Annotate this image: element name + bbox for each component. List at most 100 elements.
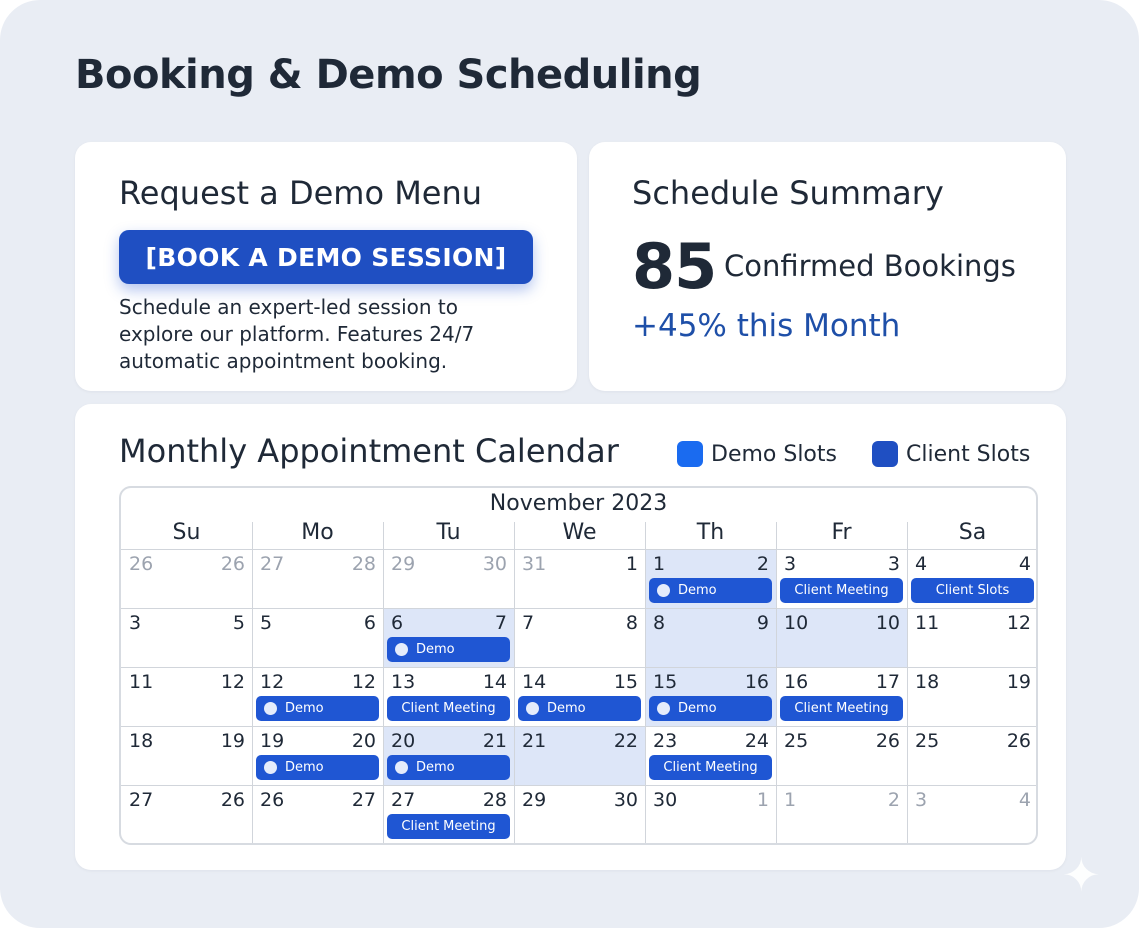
calendar-day-cell[interactable]: 29 30 [514, 785, 645, 843]
calendar-day-cell[interactable]: 29 30 [383, 549, 514, 608]
calendar-day-cell[interactable]: 27 26 [121, 785, 252, 843]
calendar-day-cell[interactable]: 6 7 Demo [383, 608, 514, 667]
event-label: Client Meeting [794, 701, 889, 716]
day-number: 26 [875, 730, 900, 752]
calendar-day-cell[interactable]: 27 28 [252, 549, 383, 608]
event-label: Demo [678, 583, 717, 598]
calendar-day-cell[interactable]: 23 24 Client Meeting [645, 726, 776, 785]
client-event[interactable]: Client Meeting [780, 696, 903, 721]
day-number: 13 [391, 671, 416, 693]
calendar-day-cell[interactable]: 13 14 Client Meeting [383, 667, 514, 726]
demo-description: Schedule an expert-led session to explor… [119, 295, 475, 373]
demo-event[interactable]: Demo [649, 696, 772, 721]
event-label: Client Meeting [401, 819, 496, 834]
calendar-day-cell[interactable]: 11 12 [121, 667, 252, 726]
demo-event[interactable]: Demo [387, 637, 510, 662]
demo-event[interactable]: Demo [518, 696, 641, 721]
book-demo-button[interactable]: [BOOK A DEMO SESSION] [119, 230, 533, 284]
day-number: 4 [915, 553, 928, 575]
calendar-day-cell[interactable]: 25 26 [907, 726, 1036, 785]
calendar-day-cell[interactable]: 31 1 [514, 549, 645, 608]
calendar-day-cell[interactable]: 11 12 [907, 608, 1036, 667]
client-event[interactable]: Client Meeting [780, 578, 903, 603]
day-number: 18 [129, 730, 154, 752]
event-label: Client Meeting [794, 583, 889, 598]
day-number: 5 [232, 612, 245, 634]
row-divider [121, 667, 1036, 668]
day-number: 8 [653, 612, 666, 634]
client-event[interactable]: Client Meeting [387, 696, 510, 721]
calendar-day-cell[interactable]: 1 2 Demo [645, 549, 776, 608]
calendar-day-cell[interactable]: 10 10 [776, 608, 907, 667]
calendar-day-cell[interactable]: 12 12 Demo [252, 667, 383, 726]
page-title: Booking & Demo Scheduling [75, 52, 702, 98]
event-label: Client Meeting [401, 701, 496, 716]
calendar-day-cell[interactable]: 19 20 Demo [252, 726, 383, 785]
dot-icon [264, 702, 277, 715]
demo-event[interactable]: Demo [256, 696, 379, 721]
calendar-day-cell[interactable]: 21 22 [514, 726, 645, 785]
dot-icon [395, 643, 408, 656]
day-number: 16 [744, 671, 769, 693]
day-number: 14 [522, 671, 547, 693]
calendar-day-cell[interactable]: 4 4 Client Slots [907, 549, 1036, 608]
demo-event[interactable]: Demo [256, 755, 379, 780]
day-number: 27 [351, 789, 376, 811]
calendar-day-cell[interactable]: 14 15 Demo [514, 667, 645, 726]
day-number: 3 [784, 553, 797, 575]
calendar-title: Monthly Appointment Calendar [119, 432, 619, 470]
day-number: 4 [1018, 553, 1031, 575]
row-divider [121, 608, 1036, 609]
calendar-day-cell[interactable]: 20 21 Demo [383, 726, 514, 785]
demo-event[interactable]: Demo [387, 755, 510, 780]
day-number: 6 [391, 612, 404, 634]
client-event[interactable]: Client Meeting [387, 814, 510, 839]
calendar-day-cell[interactable]: 26 26 [121, 549, 252, 608]
day-number: 28 [351, 553, 376, 575]
event-label: Demo [547, 701, 586, 716]
calendar-day-cell[interactable]: 30 1 [645, 785, 776, 843]
day-number: 14 [482, 671, 507, 693]
weekday-header: Sa [958, 520, 987, 545]
calendar-day-cell[interactable]: 25 26 [776, 726, 907, 785]
calendar-day-cell[interactable]: 26 27 [252, 785, 383, 843]
column-divider [776, 522, 777, 843]
calendar-day-cell[interactable]: 15 16 Demo [645, 667, 776, 726]
weekday-header: We [562, 520, 597, 545]
day-number: 12 [1006, 612, 1031, 634]
day-number: 1 [653, 553, 666, 575]
legend-label: Demo Slots [711, 441, 837, 467]
day-number: 3 [887, 553, 900, 575]
day-number: 29 [391, 553, 416, 575]
demo-event[interactable]: Demo [649, 578, 772, 603]
calendar-day-cell[interactable]: 16 17 Client Meeting [776, 667, 907, 726]
calendar-day-cell[interactable]: 18 19 [121, 726, 252, 785]
event-label: Demo [285, 760, 324, 775]
summary-card-title: Schedule Summary [632, 174, 944, 212]
day-number: 27 [391, 789, 416, 811]
day-number: 21 [482, 730, 507, 752]
calendar-day-cell[interactable]: 27 28 Client Meeting [383, 785, 514, 843]
day-number: 26 [1006, 730, 1031, 752]
day-number: 12 [260, 671, 285, 693]
monthly-change: +45% this Month [632, 308, 901, 344]
day-number: 26 [260, 789, 285, 811]
calendar-day-cell[interactable]: 18 19 [907, 667, 1036, 726]
client-event[interactable]: Client Slots [911, 578, 1034, 603]
day-number: 9 [756, 612, 769, 634]
schedule-summary-card: Schedule Summary 85 Confirmed Bookings +… [589, 142, 1066, 391]
day-number: 27 [129, 789, 154, 811]
day-number: 3 [915, 789, 928, 811]
day-number: 3 [129, 612, 142, 634]
day-number: 24 [744, 730, 769, 752]
client-event[interactable]: Client Meeting [649, 755, 772, 780]
calendar-day-cell[interactable]: 3 3 Client Meeting [776, 549, 907, 608]
weekday-header: Fr [831, 520, 852, 545]
